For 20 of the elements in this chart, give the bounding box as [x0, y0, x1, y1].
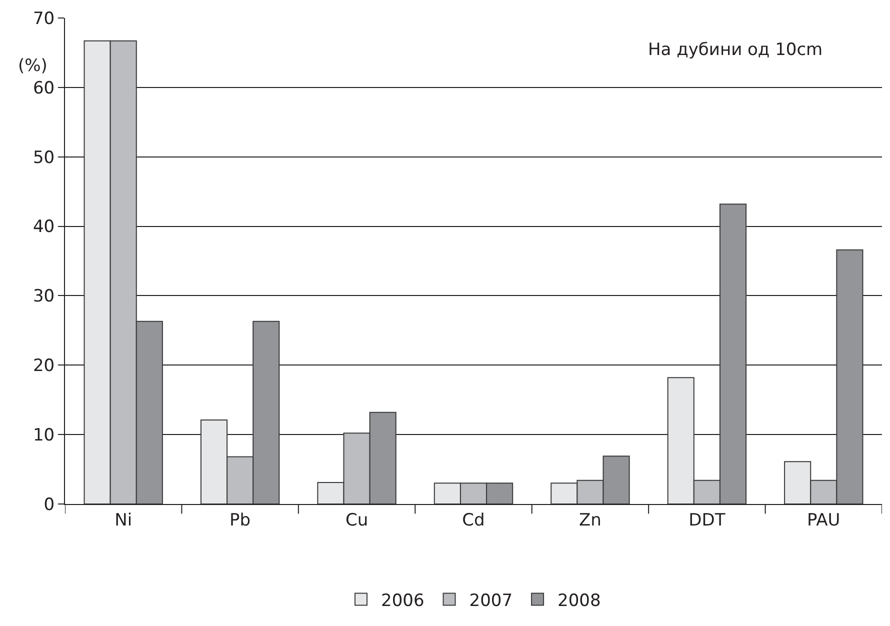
- y-tick-label: 40: [32, 217, 55, 238]
- x-tick-label: Cd: [462, 510, 485, 530]
- x-tick-label: DDT: [688, 510, 726, 530]
- annotation: На дубини од 10cm: [648, 40, 823, 60]
- y-tick-label: 60: [32, 78, 55, 98]
- legend-label: 2006: [381, 590, 424, 611]
- x-tick-label: Ni: [114, 510, 132, 530]
- y-tick-label: 10: [32, 426, 55, 446]
- legend-label: 2008: [558, 590, 601, 611]
- y-tick-label: 30: [32, 286, 55, 307]
- y-tick-label: 70: [32, 8, 55, 29]
- y-axis-title: (%): [18, 56, 48, 76]
- x-tick-label: Zn: [579, 510, 602, 530]
- y-tick-label: 0: [44, 494, 55, 515]
- x-tick-label: PAU: [807, 510, 840, 530]
- legend-label: 2007: [469, 590, 513, 611]
- y-tick-label: 50: [32, 148, 55, 168]
- y-tick-label: 20: [32, 356, 55, 376]
- x-tick-label: Cu: [345, 510, 368, 530]
- x-tick-label: Pb: [230, 510, 251, 530]
